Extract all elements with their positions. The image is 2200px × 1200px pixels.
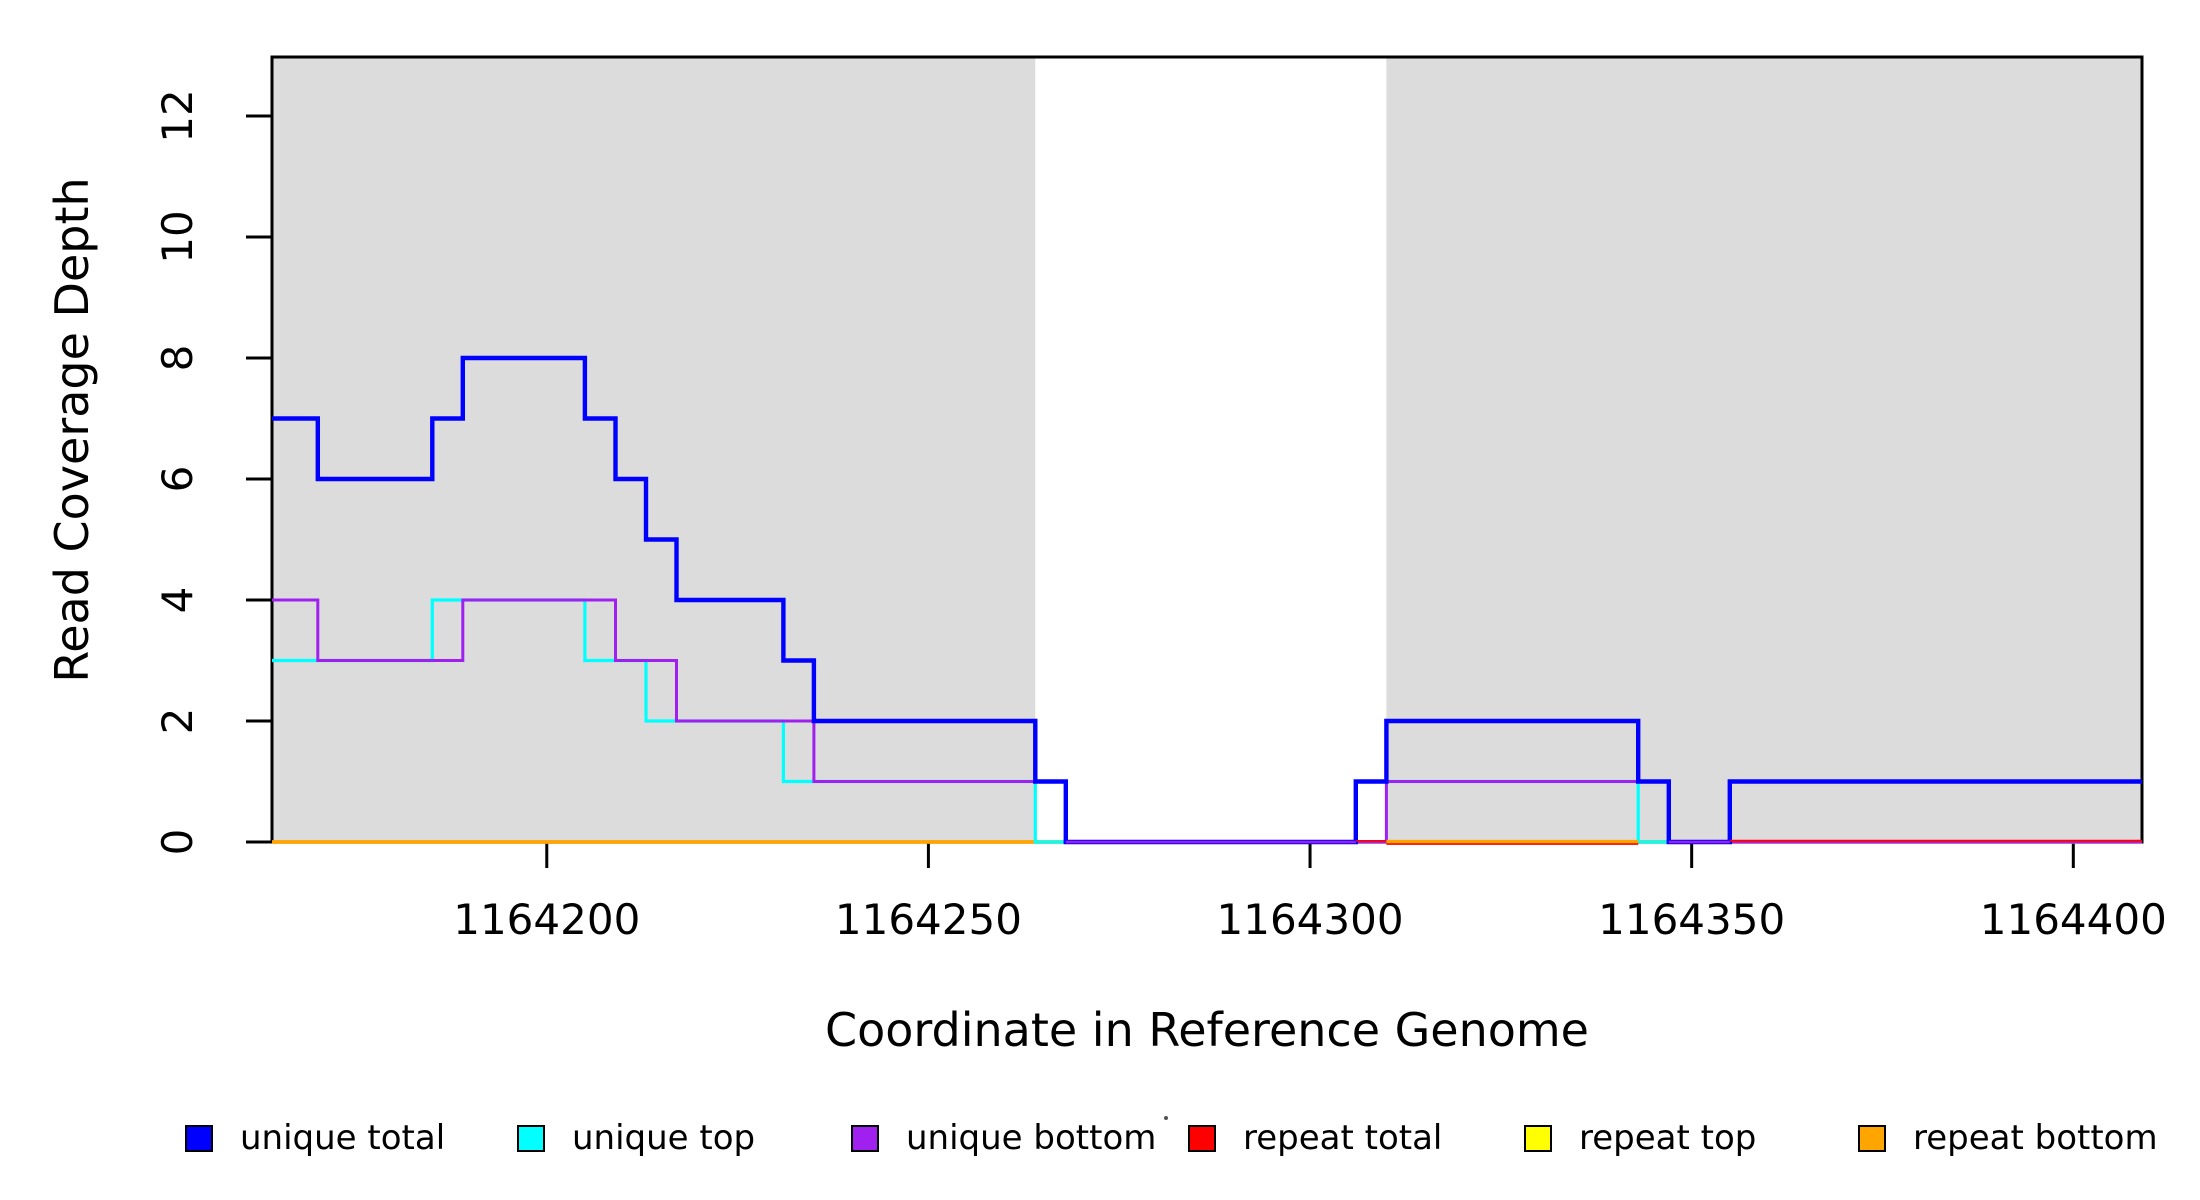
x-axis-title: Coordinate in Reference Genome <box>825 1003 1589 1057</box>
x-tick-label: 1164300 <box>1217 895 1404 944</box>
legend-item-unique-top: unique top <box>517 1118 755 1158</box>
y-tick-label: 4 <box>153 587 202 614</box>
legend-item-unique-bottom: unique bottom <box>851 1118 1156 1158</box>
baseline-overlays <box>1065 839 2142 845</box>
x-tick-label: 1164400 <box>1980 895 2167 944</box>
x-tick-label: 1164350 <box>1598 895 1785 944</box>
legend-label: unique total <box>240 1118 446 1158</box>
legend-label: repeat total <box>1243 1118 1443 1158</box>
legend-swatch-repeat-total-icon <box>1188 1124 1216 1152</box>
legend-item-repeat-top: repeat top <box>1524 1118 1756 1158</box>
legend-item-unique-total: unique total <box>185 1118 445 1158</box>
legend-swatch-repeat-bottom-icon <box>1858 1124 1886 1152</box>
y-axis-title: Read Coverage Depth <box>45 177 99 682</box>
legend-label: repeat bottom <box>1913 1118 2158 1158</box>
x-tick-label: 1164250 <box>835 895 1022 944</box>
legend-item-repeat-bottom: repeat bottom <box>1858 1118 2158 1158</box>
repeat-region-shading <box>272 57 2142 842</box>
y-tick-label: 2 <box>153 708 202 735</box>
legend-label: repeat top <box>1579 1118 1757 1158</box>
y-tick-label: 10 <box>153 210 202 263</box>
axis-ticks: 1164200 1164250 1164300 1164350 1164400 0 2 4 6 8… <box>153 89 2167 944</box>
repeat-region-shade <box>1386 57 2142 842</box>
legend-label: unique top <box>572 1118 756 1158</box>
stray-dot-artifact <box>1164 1116 1168 1120</box>
y-tick-label: 6 <box>153 466 202 493</box>
legend-swatch-repeat-top-icon <box>1524 1124 1552 1152</box>
legend-label: unique bottom <box>906 1118 1157 1158</box>
repeat-region-shade <box>272 57 1036 842</box>
series-line-unique-total <box>272 355 2142 845</box>
y-tick-label: 0 <box>153 829 202 856</box>
legend-swatch-unique-top-icon <box>517 1124 545 1152</box>
legend: unique total unique top unique bottom repea… <box>0 0 2200 1158</box>
x-tick-label: 1164200 <box>453 895 640 944</box>
y-tick-label: 8 <box>153 345 202 372</box>
y-tick-label: 12 <box>153 89 202 142</box>
legend-swatch-unique-total-icon <box>185 1124 213 1152</box>
series-line-unique-bottom <box>272 598 2142 844</box>
legend-swatch-unique-bottom-icon <box>851 1124 879 1152</box>
legend-item-repeat-total: repeat total <box>1188 1118 1442 1158</box>
